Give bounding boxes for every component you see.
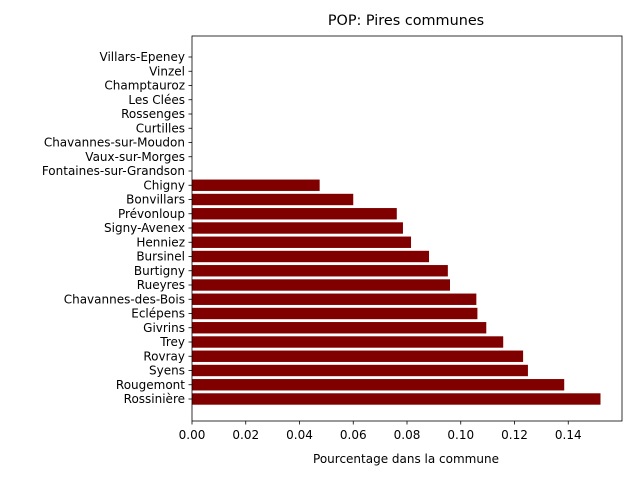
y-tick-label: Rossenges bbox=[121, 107, 185, 121]
x-tick-label: 0.10 bbox=[447, 428, 474, 442]
y-axis-ticks: RossinièreRougemontSyensRovrayTreyGivrin… bbox=[42, 50, 192, 406]
y-tick-label: Henniez bbox=[136, 235, 185, 249]
y-tick-label: Curtilles bbox=[136, 121, 185, 135]
y-tick-label: Chavannes-sur-Moudon bbox=[44, 136, 185, 150]
bar-15 bbox=[192, 179, 320, 191]
bar-11 bbox=[192, 236, 412, 248]
bar-4 bbox=[192, 336, 504, 348]
y-tick-label: Signy-Avenex bbox=[104, 221, 185, 235]
x-tick-label: 0.12 bbox=[501, 428, 528, 442]
y-tick-label: Rueyres bbox=[137, 278, 185, 292]
x-tick-label: 0.14 bbox=[555, 428, 582, 442]
bar-6 bbox=[192, 307, 478, 320]
x-axis-title: Pourcentage dans la commune bbox=[313, 452, 499, 466]
y-tick-label: Rossinière bbox=[124, 392, 185, 406]
y-tick-label: Eclépens bbox=[131, 307, 185, 321]
x-tick-label: 0.08 bbox=[394, 428, 421, 442]
bar-0 bbox=[192, 393, 601, 405]
y-tick-label: Les Clées bbox=[128, 93, 185, 107]
y-tick-label: Champtauroz bbox=[104, 79, 185, 93]
y-tick-label: Vinzel bbox=[149, 64, 185, 78]
bar-5 bbox=[192, 322, 487, 334]
y-tick-label: Bonvillars bbox=[126, 193, 185, 207]
chart-title: POP: Pires communes bbox=[328, 13, 484, 29]
bar-9 bbox=[192, 265, 448, 277]
y-tick-label: Givrins bbox=[143, 321, 185, 335]
bar-3 bbox=[192, 350, 524, 362]
y-tick-label: Chigny bbox=[143, 178, 185, 192]
bars-group bbox=[192, 179, 601, 405]
y-tick-label: Chavannes-des-Bois bbox=[64, 292, 185, 306]
bar-8 bbox=[192, 279, 450, 291]
bar-1 bbox=[192, 379, 565, 391]
x-axis-ticks: 0.00 0.02 0.04 0.06 0.08 0.10 0.12 0.14 bbox=[179, 421, 582, 442]
y-tick-label: Burtigny bbox=[134, 264, 185, 278]
bar-12 bbox=[192, 222, 403, 234]
y-tick-label: Rougemont bbox=[116, 378, 185, 392]
y-tick-label: Bursinel bbox=[136, 250, 185, 264]
x-tick-label: 0.00 bbox=[179, 428, 206, 442]
y-tick-label: Syens bbox=[149, 364, 185, 378]
y-tick-label: Rovray bbox=[143, 349, 185, 363]
x-tick-label: 0.02 bbox=[232, 428, 259, 442]
bar-10 bbox=[192, 250, 430, 263]
bar-14 bbox=[192, 193, 354, 206]
y-tick-label: Fontaines-sur-Grandson bbox=[42, 164, 185, 178]
y-tick-label: Prévonloup bbox=[118, 207, 185, 221]
bar-13 bbox=[192, 208, 397, 220]
y-tick-label: Trey bbox=[159, 335, 185, 349]
y-tick-label: Villars-Epeney bbox=[100, 50, 186, 64]
x-tick-label: 0.06 bbox=[340, 428, 367, 442]
y-tick-label: Vaux-sur-Morges bbox=[85, 150, 185, 164]
x-tick-label: 0.04 bbox=[286, 428, 313, 442]
bar-7 bbox=[192, 293, 477, 305]
bar-2 bbox=[192, 364, 528, 377]
